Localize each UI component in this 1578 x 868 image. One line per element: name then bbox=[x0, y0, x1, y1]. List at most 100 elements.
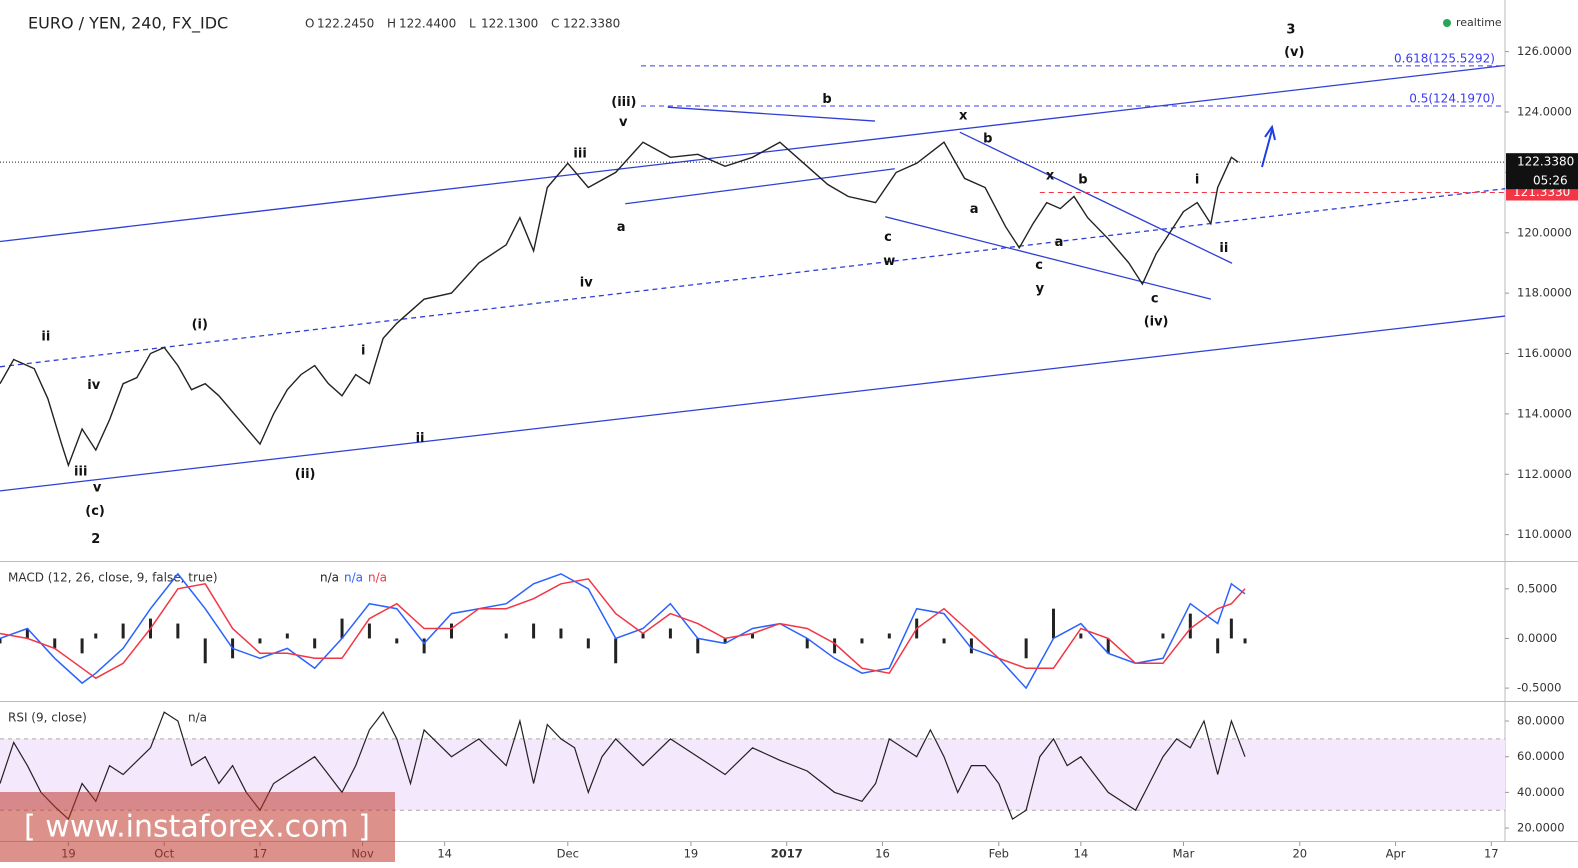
histogram-bar bbox=[887, 633, 891, 639]
y-tick-label: 124.0000 bbox=[1517, 105, 1572, 119]
histogram-bar bbox=[25, 628, 29, 639]
wave-label: x bbox=[1046, 169, 1055, 184]
histogram-bar bbox=[422, 638, 426, 654]
last-price-label: 122.3380 bbox=[1517, 155, 1574, 169]
histogram-bar bbox=[559, 628, 563, 639]
histogram-bar bbox=[121, 623, 125, 639]
wave-label: (i) bbox=[192, 317, 208, 332]
indicator-title: MACD (12, 26, close, 9, false, true) bbox=[8, 571, 218, 585]
y-tick-label: 118.0000 bbox=[1517, 286, 1572, 300]
histogram-bar bbox=[586, 638, 590, 649]
macd-line bbox=[0, 578, 1246, 680]
histogram-bar bbox=[1106, 638, 1110, 654]
y-tick-label: 110.0000 bbox=[1517, 527, 1572, 541]
histogram-bar bbox=[258, 638, 262, 644]
wave-label: v bbox=[93, 480, 102, 495]
wave-label: b bbox=[1078, 172, 1087, 187]
legend-value: n/a bbox=[368, 571, 387, 585]
wave-label: iii bbox=[573, 146, 586, 161]
histogram-bar bbox=[860, 638, 864, 644]
histogram-bar bbox=[53, 638, 57, 649]
wave-label: ii bbox=[416, 431, 425, 446]
ohlc-value: 122.2450 bbox=[317, 17, 374, 31]
x-tick-label: Apr bbox=[1386, 847, 1406, 861]
histogram-bar bbox=[395, 638, 399, 644]
wave-label: v bbox=[619, 115, 628, 130]
x-tick-label: 16 bbox=[875, 847, 890, 861]
trend-line bbox=[0, 315, 1506, 492]
wave-label: a bbox=[970, 202, 979, 217]
histogram-bar bbox=[203, 638, 207, 664]
histogram-bar bbox=[450, 623, 453, 639]
watermark: [ www.instaforex.com ] bbox=[24, 810, 370, 845]
histogram-bar bbox=[1188, 613, 1192, 639]
histogram-bar bbox=[1079, 633, 1083, 639]
histogram-bar bbox=[614, 638, 618, 664]
wave-label: a bbox=[1055, 235, 1064, 250]
macd-line bbox=[0, 572, 1246, 690]
histogram-bar bbox=[285, 633, 289, 639]
wave-label: iii bbox=[74, 465, 87, 480]
histogram-bar bbox=[1161, 633, 1165, 639]
wave-label: (iv) bbox=[1144, 314, 1169, 329]
wave-label: a bbox=[617, 220, 626, 235]
histogram-bar bbox=[723, 638, 727, 644]
histogram-bar bbox=[176, 623, 180, 639]
histogram-bar bbox=[1024, 638, 1028, 659]
price-line bbox=[0, 141, 1239, 468]
histogram-bar bbox=[942, 638, 946, 644]
histogram-bar bbox=[833, 638, 837, 654]
status-dot bbox=[1443, 19, 1451, 27]
x-tick-label: Dec bbox=[557, 847, 579, 861]
wave-label: (ii) bbox=[295, 467, 316, 482]
wave-label: (iii) bbox=[611, 95, 636, 110]
y-tick-label: 60.0000 bbox=[1517, 749, 1565, 763]
histogram-bar bbox=[1229, 618, 1233, 639]
histogram-bar bbox=[1052, 608, 1055, 639]
legend-value: n/a bbox=[188, 711, 207, 725]
y-tick-label: 40.0000 bbox=[1517, 785, 1565, 799]
histogram-bar bbox=[668, 628, 672, 639]
y-tick-label: 116.0000 bbox=[1517, 346, 1572, 360]
y-tick-label: 126.0000 bbox=[1517, 44, 1572, 58]
x-tick-label: 17 bbox=[1484, 847, 1499, 861]
wave-label: (c) bbox=[85, 504, 105, 519]
trend-line bbox=[885, 216, 1212, 300]
wave-label: b bbox=[983, 132, 992, 147]
wave-label: 3 bbox=[1286, 22, 1295, 37]
y-tick-label: -0.5000 bbox=[1517, 681, 1561, 695]
trend-line bbox=[959, 131, 1233, 264]
histogram-bar bbox=[1243, 638, 1247, 644]
legend-value: n/a bbox=[344, 571, 363, 585]
y-tick-label: 20.0000 bbox=[1517, 821, 1565, 835]
histogram-bar bbox=[367, 623, 371, 639]
wave-label: b bbox=[822, 92, 831, 107]
ohlc-name: H bbox=[387, 17, 396, 31]
histogram-bar bbox=[751, 633, 754, 639]
ohlc-value: 122.3380 bbox=[563, 17, 620, 31]
trend-line bbox=[0, 64, 1506, 243]
histogram-bar bbox=[313, 638, 317, 649]
histogram-bar bbox=[504, 633, 508, 639]
rsi-line bbox=[0, 710, 1246, 821]
histogram-bar bbox=[0, 638, 2, 644]
wave-label: 2 bbox=[91, 532, 100, 547]
ohlc-name: O bbox=[305, 17, 314, 31]
histogram-bar bbox=[1216, 638, 1220, 654]
symbol: EURO / YEN, 240, FX_IDC bbox=[28, 14, 228, 34]
status: realtime bbox=[1456, 16, 1502, 29]
wave-label: w bbox=[883, 254, 895, 269]
histogram-bar bbox=[340, 618, 344, 639]
wave-label: x bbox=[959, 109, 968, 124]
wave-label: i bbox=[1195, 172, 1199, 187]
y-tick-label: 0.0000 bbox=[1517, 631, 1557, 645]
x-tick-label: 20 bbox=[1292, 847, 1307, 861]
ohlc-name: C bbox=[551, 17, 559, 31]
countdown: 05:26 bbox=[1533, 174, 1568, 188]
fib-label: 0.618(125.5292) bbox=[1394, 51, 1495, 65]
trend-line bbox=[0, 188, 1506, 368]
wave-label: i bbox=[361, 343, 365, 358]
fib-label: 0.5(124.1970) bbox=[1409, 92, 1495, 106]
